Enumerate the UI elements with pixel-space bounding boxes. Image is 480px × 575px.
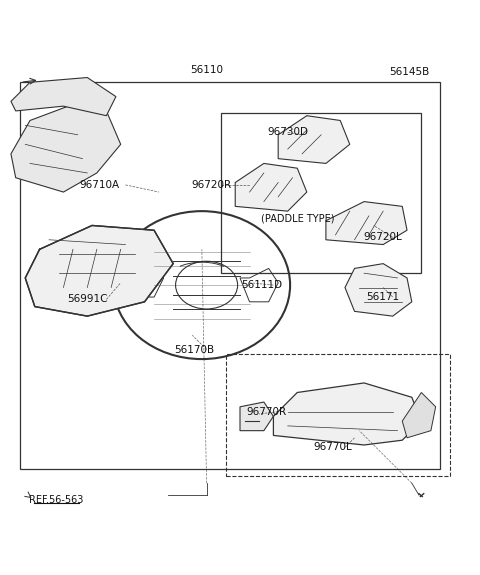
- Polygon shape: [345, 264, 412, 316]
- Polygon shape: [402, 393, 436, 438]
- Polygon shape: [278, 116, 350, 163]
- Polygon shape: [235, 163, 307, 211]
- Text: REF.56-563: REF.56-563: [29, 495, 84, 505]
- Text: 56110: 56110: [190, 66, 223, 75]
- Polygon shape: [11, 78, 116, 116]
- Polygon shape: [11, 106, 120, 192]
- Text: 56170B: 56170B: [175, 344, 215, 355]
- Polygon shape: [240, 402, 274, 431]
- Polygon shape: [274, 383, 421, 445]
- Text: 56145B: 56145B: [389, 67, 430, 77]
- Text: 96730D: 96730D: [267, 128, 308, 137]
- Text: 96770R: 96770R: [246, 407, 286, 416]
- Text: 56171: 56171: [367, 292, 400, 302]
- Polygon shape: [326, 202, 407, 244]
- Text: (PADDLE TYPE): (PADDLE TYPE): [261, 213, 334, 223]
- Polygon shape: [25, 225, 173, 316]
- Text: 56991C: 56991C: [67, 294, 108, 304]
- Text: 56111D: 56111D: [241, 280, 282, 290]
- Text: 96710A: 96710A: [79, 180, 120, 190]
- Text: 96720R: 96720R: [192, 180, 231, 190]
- Text: 96770L: 96770L: [314, 442, 352, 453]
- Text: 96720L: 96720L: [364, 232, 403, 243]
